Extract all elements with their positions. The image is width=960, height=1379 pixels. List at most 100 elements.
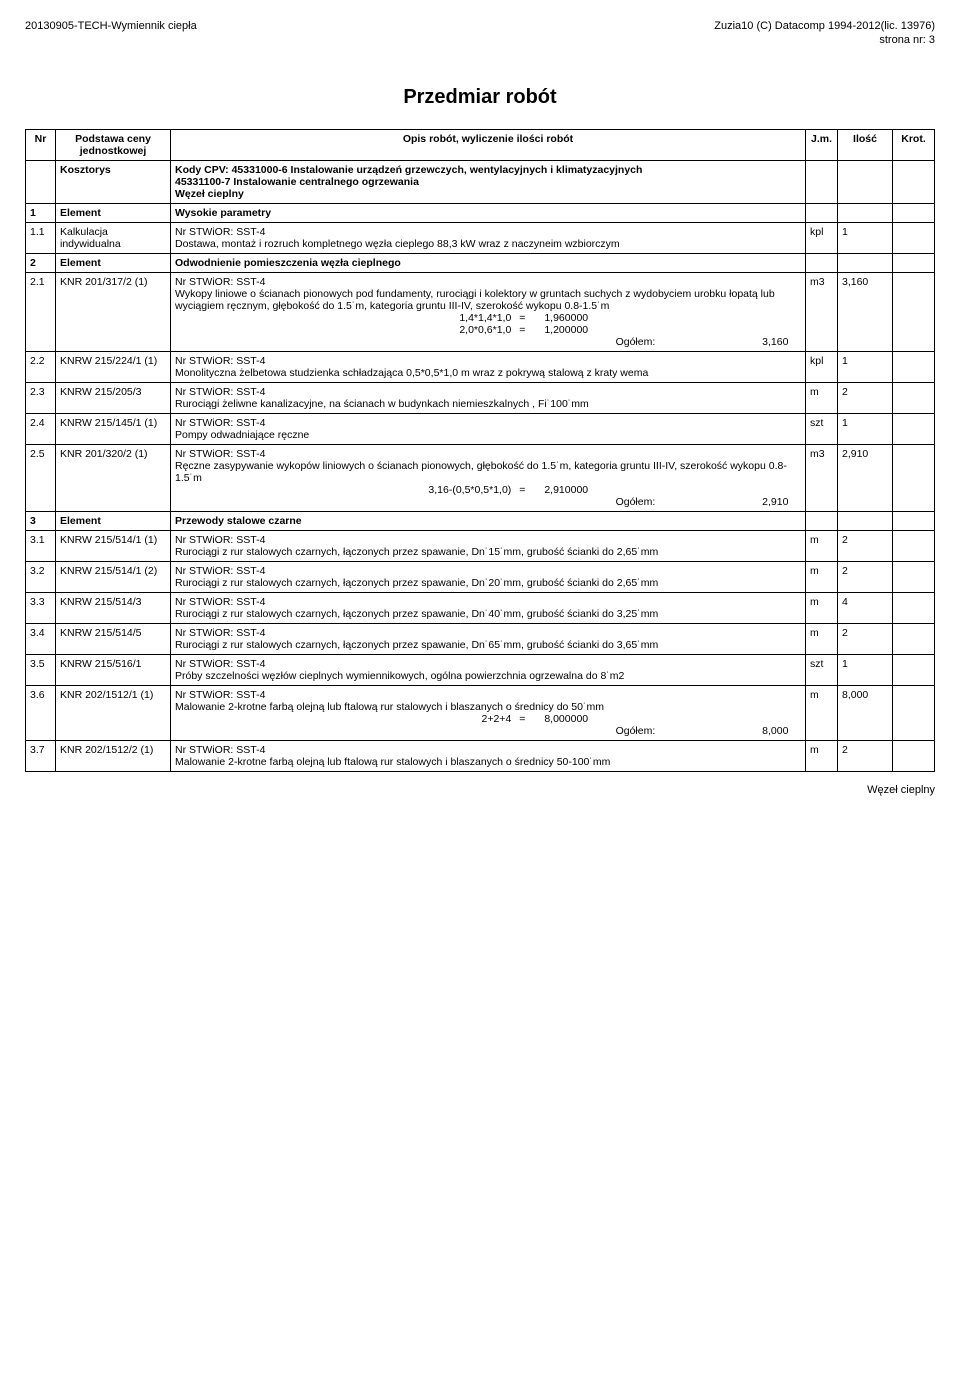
table-row: 3.5KNRW 215/516/1Nr STWiOR: SST-4Próby s… [26,655,935,686]
cell-nr: 1 [26,204,56,223]
opis-line: Próby szczelności węzłów cieplnych wymie… [175,670,801,682]
cell-jm [806,512,838,531]
calc-line: 2,0*0,6*1,0=1,200000 [175,324,801,336]
cell-krot [893,531,935,562]
table-row: 1ElementWysokie parametry [26,204,935,223]
cost-table: Nr Podstawa ceny jednostkowej Opis robót… [25,129,935,772]
cell-ilosc: 4 [838,593,893,624]
opis-line: Pompy odwadniające ręczne [175,429,801,441]
cell-krot [893,414,935,445]
cell-ilosc: 1 [838,655,893,686]
cell-podstawa: Element [56,512,171,531]
opis-line: 45331100-7 Instalowanie centralnego ogrz… [175,176,801,188]
cell-opis: Nr STWiOR: SST-4Rurociągi z rur stalowyc… [171,562,806,593]
cell-jm: m [806,624,838,655]
table-body: KosztorysKody CPV: 45331000-6 Instalowan… [26,161,935,772]
cell-podstawa: KNR 202/1512/1 (1) [56,686,171,741]
table-row: 2ElementOdwodnienie pomieszczenia węzła … [26,254,935,273]
header-left: 20130905-TECH-Wymiennik ciepła [25,20,197,32]
calc-line: 1,4*1,4*1,0=1,960000 [175,312,801,324]
ogolem-label: Ogółem: [175,496,663,508]
cell-jm: m3 [806,273,838,352]
calc-val: 2,910000 [544,484,657,496]
cell-krot [893,352,935,383]
cell-krot [893,161,935,204]
cell-jm: m [806,531,838,562]
col-podstawa: Podstawa ceny jednostkowej [56,130,171,161]
cell-opis: Nr STWiOR: SST-4Ręczne zasypywanie wykop… [171,445,806,512]
cell-podstawa: KNRW 215/516/1 [56,655,171,686]
opis-line: Nr STWiOR: SST-4 [175,534,801,546]
calc-eq: = [519,713,544,725]
cell-nr: 2.2 [26,352,56,383]
calc-eq: = [519,484,544,496]
cell-jm: m [806,383,838,414]
cell-krot [893,655,935,686]
cell-nr: 3 [26,512,56,531]
cell-nr: 2 [26,254,56,273]
cell-ilosc: 1 [838,414,893,445]
cell-jm [806,161,838,204]
table-row: 2.5KNR 201/320/2 (1)Nr STWiOR: SST-4Ręcz… [26,445,935,512]
cell-krot [893,562,935,593]
cell-podstawa: KNRW 215/205/3 [56,383,171,414]
table-row: 2.3KNRW 215/205/3Nr STWiOR: SST-4Rurocią… [26,383,935,414]
page-number: strona nr: 3 [25,34,935,46]
cell-ilosc: 1 [838,352,893,383]
table-row: 2.4KNRW 215/145/1 (1)Nr STWiOR: SST-4Pom… [26,414,935,445]
cell-nr: 3.7 [26,741,56,772]
opis-line: Nr STWiOR: SST-4 [175,658,801,670]
cell-krot [893,593,935,624]
cell-krot [893,624,935,655]
cell-nr: 3.4 [26,624,56,655]
cell-opis: Nr STWiOR: SST-4Rurociągi z rur stalowyc… [171,531,806,562]
opis-line: Nr STWiOR: SST-4 [175,627,801,639]
cell-opis: Nr STWiOR: SST-4Próby szczelności węzłów… [171,655,806,686]
opis-line: Nr STWiOR: SST-4 [175,276,801,288]
cell-krot [893,273,935,352]
opis-line: Nr STWiOR: SST-4 [175,355,801,367]
cell-nr: 3.3 [26,593,56,624]
cell-jm [806,204,838,223]
cell-ilosc: 2 [838,383,893,414]
opis-line: Nr STWiOR: SST-4 [175,417,801,429]
cell-opis: Nr STWiOR: SST-4Rurociągi żeliwne kanali… [171,383,806,414]
cell-ilosc [838,512,893,531]
footer: Węzeł cieplny [25,784,935,796]
cell-nr: 3.1 [26,531,56,562]
calc-val: 1,960000 [544,312,657,324]
cell-podstawa: KNR 202/1512/2 (1) [56,741,171,772]
cell-jm: szt [806,414,838,445]
opis-line: Nr STWiOR: SST-4 [175,744,801,756]
cell-opis: Nr STWiOR: SST-4Rurociągi z rur stalowyc… [171,593,806,624]
cell-nr: 3.2 [26,562,56,593]
cell-opis: Nr STWiOR: SST-4Pompy odwadniające ręczn… [171,414,806,445]
cell-podstawa: KNR 201/317/2 (1) [56,273,171,352]
calc-expr: 2+2+4 [175,713,519,725]
opis-line: Nr STWiOR: SST-4 [175,596,801,608]
cell-podstawa: KNRW 215/514/1 (1) [56,531,171,562]
table-row: 3.6KNR 202/1512/1 (1)Nr STWiOR: SST-4Mal… [26,686,935,741]
calc-eq: = [519,312,544,324]
table-row: 3.2KNRW 215/514/1 (2)Nr STWiOR: SST-4Rur… [26,562,935,593]
opis-line: Malowanie 2-krotne farbą olejną lub ftal… [175,701,801,713]
cell-nr: 2.4 [26,414,56,445]
cell-ilosc [838,204,893,223]
opis-line: Nr STWiOR: SST-4 [175,226,801,238]
cell-jm: m [806,741,838,772]
table-row: 2.2KNRW 215/224/1 (1)Nr STWiOR: SST-4Mon… [26,352,935,383]
cell-krot [893,223,935,254]
cell-podstawa: KNRW 215/514/5 [56,624,171,655]
cell-krot [893,204,935,223]
cell-ilosc: 2,910 [838,445,893,512]
cell-krot [893,383,935,414]
opis-line: Rurociągi z rur stalowych czarnych, łącz… [175,608,801,620]
col-nr: Nr [26,130,56,161]
cell-podstawa: KNR 201/320/2 (1) [56,445,171,512]
cell-opis: Odwodnienie pomieszczenia węzła cieplneg… [171,254,806,273]
opis-line: Ręczne zasypywanie wykopów liniowych o ś… [175,460,801,484]
opis-line: Dostawa, montaż i rozruch kompletnego wę… [175,238,801,250]
ogolem-val: 8,000 [663,725,788,737]
cell-podstawa: Kosztorys [56,161,171,204]
cell-podstawa: KNRW 215/514/3 [56,593,171,624]
